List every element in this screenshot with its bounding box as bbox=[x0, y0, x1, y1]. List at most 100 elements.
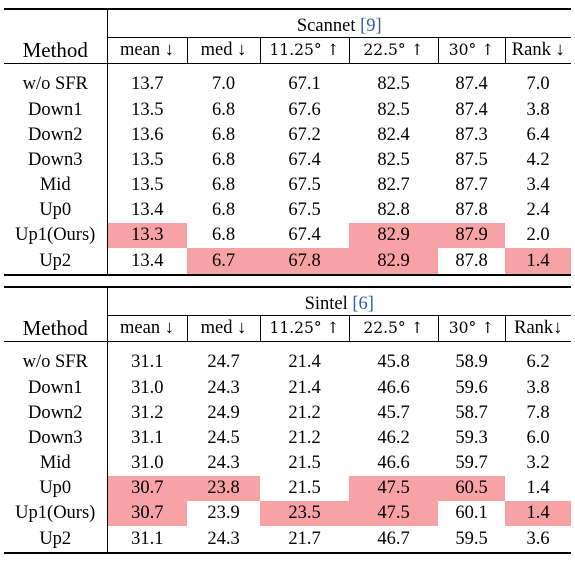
best-value-cell: 82.9 bbox=[349, 223, 438, 249]
method-name: w/o SFR bbox=[4, 350, 108, 376]
value-cell: 4.2 bbox=[526, 149, 550, 170]
method-name: Down2 bbox=[4, 400, 108, 426]
method-name: Up0 bbox=[4, 197, 108, 224]
method-name: Down1 bbox=[4, 97, 108, 123]
value-cell: 67.2 bbox=[288, 124, 321, 145]
table-row: Down2 13.6 6.8 67.2 82.4 87.3 6.4 bbox=[4, 122, 571, 148]
value-cell: 13.5 bbox=[131, 149, 164, 170]
value-cell: 24.3 bbox=[187, 526, 260, 554]
table-row: Down3 31.1 24.5 21.2 46.2 59.3 6.0 bbox=[4, 425, 571, 451]
value-cell: 24.3 bbox=[207, 453, 240, 474]
value-cell: 87.8 bbox=[438, 248, 505, 276]
metric-header: 22.5° ↑ bbox=[349, 37, 439, 64]
table-row: Up0 30.7 23.8 21.5 47.5 60.5 1.4 bbox=[4, 475, 571, 502]
best-value-cell: 30.7 bbox=[107, 475, 187, 502]
best-value-cell: 6.7 bbox=[187, 248, 260, 276]
value-cell: 45.8 bbox=[377, 352, 410, 373]
value-cell: 31.1 bbox=[131, 427, 164, 448]
best-value-cell: 47.5 bbox=[349, 501, 438, 527]
value-cell: 6.8 bbox=[211, 149, 236, 170]
value-cell: 67.1 bbox=[288, 74, 321, 95]
method-name: w/o SFR bbox=[4, 72, 108, 98]
best-value-cell: 23.5 bbox=[260, 501, 349, 527]
dataset-name: Sintel bbox=[304, 293, 348, 314]
value-cell: 46.6 bbox=[377, 377, 410, 398]
metric-header: med ↓ bbox=[187, 37, 261, 64]
value-cell: 1.4 bbox=[526, 478, 550, 499]
method-name: Up2 bbox=[4, 526, 108, 554]
value-cell: 6.2 bbox=[526, 352, 550, 373]
value-cell: 7.0 bbox=[526, 74, 550, 95]
best-value-cell: 82.9 bbox=[349, 248, 438, 276]
value-cell: 6.0 bbox=[526, 427, 550, 448]
table-row: Up0 13.4 6.8 67.5 82.8 87.8 2.4 bbox=[4, 197, 571, 224]
table-row: w/o SFR 31.1 24.7 21.4 45.8 58.9 6.2 bbox=[4, 350, 571, 376]
value-cell: 21.4 bbox=[288, 352, 321, 373]
table-row: Up1(Ours) 30.7 23.9 23.5 47.5 60.1 1.4 bbox=[4, 501, 572, 527]
value-cell: 21.5 bbox=[288, 453, 321, 474]
citation-link[interactable]: [9] bbox=[360, 15, 382, 36]
method-column-header: Method bbox=[4, 8, 108, 64]
value-cell: 46.6 bbox=[377, 453, 410, 474]
value-cell: 3.6 bbox=[505, 526, 572, 554]
header-separator bbox=[4, 63, 572, 72]
metric-header: 30° ↑ bbox=[438, 315, 506, 342]
value-cell: 13.4 bbox=[107, 248, 187, 276]
table-row: Down1 31.0 24.3 21.4 46.6 59.6 3.8 bbox=[4, 375, 571, 401]
value-cell: 24.7 bbox=[207, 352, 240, 373]
value-cell: 31.2 bbox=[131, 402, 164, 423]
metric-header: mean ↓ bbox=[107, 315, 188, 342]
best-value-cell: 47.5 bbox=[349, 475, 438, 502]
value-cell: 59.5 bbox=[438, 526, 505, 554]
value-cell: 67.5 bbox=[288, 200, 321, 221]
value-cell: 87.4 bbox=[455, 99, 488, 120]
table-row: Down2 31.2 24.9 21.2 45.7 58.7 7.8 bbox=[4, 400, 571, 426]
method-name: Down1 bbox=[4, 375, 108, 401]
value-cell: 21.4 bbox=[288, 377, 321, 398]
best-value-cell: 1.4 bbox=[505, 248, 572, 276]
value-cell: 87.3 bbox=[455, 124, 488, 145]
value-cell: 46.7 bbox=[349, 526, 438, 554]
dataset-name: Scannet bbox=[296, 15, 356, 36]
metric-header: mean ↓ bbox=[107, 37, 188, 64]
value-cell: 3.4 bbox=[526, 175, 550, 196]
method-name: Mid bbox=[4, 450, 108, 476]
best-value-cell: 87.9 bbox=[438, 223, 505, 249]
header-separator bbox=[4, 341, 572, 350]
value-cell: 67.4 bbox=[288, 225, 321, 246]
metric-header-row: mean ↓ med ↓ 11.25° ↑ 22.5° ↑ 30° ↑ Rank ↓ bbox=[4, 37, 572, 64]
value-cell: 59.6 bbox=[455, 377, 488, 398]
value-cell: 6.8 bbox=[211, 99, 236, 120]
value-cell: 13.6 bbox=[131, 124, 164, 145]
method-name: Down3 bbox=[4, 147, 108, 173]
dataset-header: Scannet [9] bbox=[107, 8, 572, 38]
value-cell: 21.5 bbox=[288, 478, 321, 499]
metric-header-row: mean ↓ med ↓ 11.25° ↑ 22.5° ↑ 30° ↑ Rank↓ bbox=[4, 315, 572, 342]
header-row: Method Sintel [6] bbox=[4, 286, 572, 342]
value-cell: 2.4 bbox=[526, 200, 550, 221]
metric-header: 22.5° ↑ bbox=[349, 315, 439, 342]
best-value-cell: 1.4 bbox=[505, 501, 572, 527]
method-column-header: Method bbox=[4, 286, 108, 342]
method-name: Down3 bbox=[4, 425, 108, 451]
metric-header: Rank↓ bbox=[505, 315, 572, 342]
spacer-cell bbox=[4, 341, 108, 350]
metric-header: 11.25° ↑ bbox=[260, 315, 350, 342]
value-cell: 67.4 bbox=[288, 149, 321, 170]
value-cell: 82.5 bbox=[377, 99, 410, 120]
value-cell: 21.7 bbox=[260, 526, 349, 554]
best-value-cell: 60.5 bbox=[438, 475, 505, 502]
value-cell: 31.1 bbox=[131, 352, 164, 373]
value-cell: 24.3 bbox=[207, 377, 240, 398]
sintel-results-table: Method Sintel [6] mean ↓ med ↓ 11.25° ↑ 22.5°… bbox=[4, 286, 572, 554]
value-cell: 58.7 bbox=[455, 402, 488, 423]
value-cell: 82.5 bbox=[377, 74, 410, 95]
value-cell: 87.8 bbox=[455, 200, 488, 221]
value-cell: 60.1 bbox=[455, 503, 488, 524]
value-cell: 7.0 bbox=[211, 74, 236, 95]
value-cell: 3.8 bbox=[526, 99, 550, 120]
value-cell: 82.7 bbox=[377, 175, 410, 196]
metric-header: 11.25° ↑ bbox=[260, 37, 350, 64]
citation-link[interactable]: [6] bbox=[352, 293, 374, 314]
method-name: Up0 bbox=[4, 475, 108, 502]
